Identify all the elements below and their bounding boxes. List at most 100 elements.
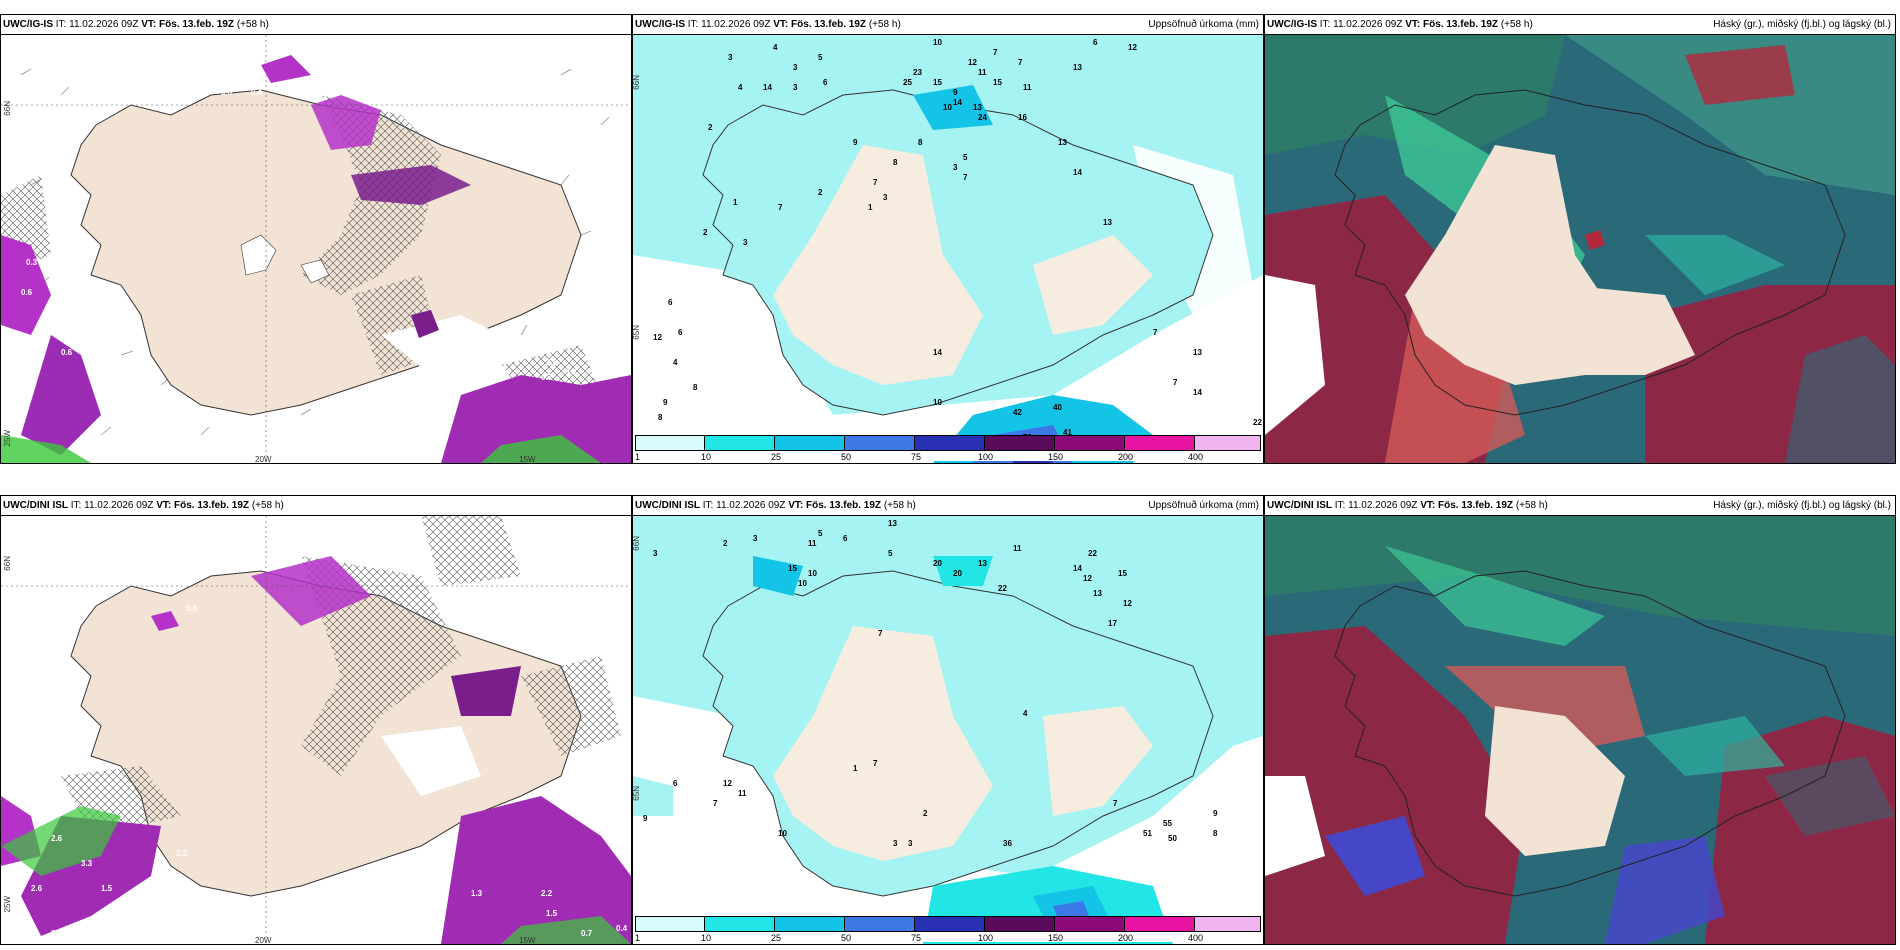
colorbar-label: 75	[911, 933, 921, 943]
wind-value: 1.5	[546, 909, 558, 918]
precip-value: 11	[738, 789, 747, 798]
precip-value: 25	[903, 78, 912, 87]
init-time: 11.02.2026 09Z	[69, 19, 138, 30]
precip-value: 3	[908, 839, 913, 848]
precip-value: 13	[888, 519, 897, 528]
colorbar-label: 10	[701, 933, 711, 943]
wind-value: 3.3	[51, 929, 63, 938]
colorbar-label: 1	[635, 933, 640, 943]
panel-header: UWC/IG-IS IT: 11.02.2026 09Z VT: Fös. 13…	[633, 15, 1263, 35]
model-name: UWC/IG-IS	[635, 19, 685, 30]
wind-value: 1.1	[566, 368, 578, 377]
lon-label: 20W	[255, 936, 271, 945]
precip-value: 3	[883, 193, 888, 202]
precip-value: 7	[1113, 799, 1118, 808]
precip-value: 14	[1193, 388, 1202, 397]
colorbar-label: 25	[771, 933, 781, 943]
panel-wind-top: UWC/IG-IS IT: 11.02.2026 09Z VT: Fös. 13…	[0, 14, 632, 464]
map-wind: 0.50.40.60.40.30.60.42.21.01.90.63.24.12…	[1, 35, 631, 463]
map-wind: 3.30.52.62.33.31.52.61.32.21.50.70.4	[1, 516, 631, 944]
precip-value: 12	[1123, 599, 1132, 608]
precip-value: 7	[713, 799, 718, 808]
panel-clouds-top: UWC/IG-IS IT: 11.02.2026 09Z VT: Fös. 13…	[1264, 14, 1896, 464]
lead-time: (+58 h)	[237, 19, 269, 30]
precip-value: 1	[733, 198, 738, 207]
precip-value: 15	[1118, 569, 1127, 578]
precip-value: 12	[1083, 574, 1092, 583]
colorbar-label: 25	[771, 452, 781, 462]
precip-value: 5	[818, 529, 823, 538]
lat-label: 66N	[632, 536, 641, 551]
precip-value: 9	[953, 88, 958, 97]
precip-value: 11	[978, 68, 987, 77]
it-label: IT:	[1335, 500, 1346, 511]
precip-value: 1	[853, 764, 858, 773]
colorbar-label: 150	[1048, 452, 1063, 462]
precip-value: 13	[978, 559, 987, 568]
map-clouds	[1265, 35, 1895, 463]
precip-value: 3	[793, 63, 798, 72]
panel-precip-top: UWC/IG-IS IT: 11.02.2026 09Z VT: Fös. 13…	[632, 14, 1264, 464]
wind-value: 0.6	[61, 348, 73, 357]
lat-label: 66N	[3, 556, 12, 571]
lead-time: (+58 h)	[884, 500, 916, 511]
precip-value: 9	[663, 398, 668, 407]
precip-value: 13	[1073, 63, 1082, 72]
precip-value: 4	[673, 358, 678, 367]
precip-value: 12	[723, 779, 732, 788]
colorbar-label: 50	[841, 933, 851, 943]
vt-label: VT:	[788, 500, 803, 511]
wind-value: 2.2	[541, 889, 553, 898]
wind-value: 4.1	[531, 348, 543, 357]
wind-value: 2.2	[71, 318, 83, 327]
colorbar-label: 400	[1188, 452, 1203, 462]
wind-value: 3.3	[81, 859, 93, 868]
vt-label: VT:	[156, 500, 171, 511]
precip-value: 8	[693, 383, 698, 392]
field-title: Háský (gr.), miðský (fj.bl.) og lágský (…	[1713, 496, 1891, 516]
precip-value: 10	[798, 579, 807, 588]
model-name: UWC/DINI ISL	[1267, 500, 1332, 511]
vt-label: VT:	[773, 19, 788, 30]
map-precip: 3235613515101011202013221112141322121715…	[633, 516, 1263, 944]
precip-value: 6	[678, 328, 683, 337]
lead-time: (+58 h)	[869, 19, 901, 30]
precip-value: 7	[993, 48, 998, 57]
model-name: UWC/IG-IS	[1267, 19, 1317, 30]
wind-value: 0.4	[251, 88, 263, 97]
precip-value: 14	[953, 98, 962, 107]
precip-value: 7	[873, 178, 878, 187]
precip-value: 14	[763, 83, 772, 92]
precip-value: 7	[1173, 378, 1178, 387]
colorbar-label: 75	[911, 452, 921, 462]
lon-label: 15W	[519, 936, 535, 945]
colorbar-label: 100	[978, 452, 993, 462]
precip-value: 5	[963, 153, 968, 162]
lead-time: (+58 h)	[1501, 19, 1533, 30]
precip-value: 2	[723, 539, 728, 548]
it-label: IT:	[703, 500, 714, 511]
colorbar-label: 150	[1048, 933, 1063, 943]
precip-value: 12	[1128, 43, 1137, 52]
colorbar-label: 1	[635, 452, 640, 462]
lon-label: 25W	[3, 430, 12, 446]
it-label: IT:	[56, 19, 67, 30]
wind-value: 0.7	[581, 929, 593, 938]
it-label: IT:	[688, 19, 699, 30]
panel-header: UWC/DINI ISL IT: 11.02.2026 09Z VT: Fös.…	[633, 496, 1263, 516]
model-name: UWC/IG-IS	[3, 19, 53, 30]
precip-value: 7	[873, 759, 878, 768]
precip-value: 9	[853, 138, 858, 147]
precip-value: 2	[923, 809, 928, 818]
wind-value: 0.4	[616, 924, 628, 933]
init-time: 11.02.2026 09Z	[84, 500, 153, 511]
it-label: IT:	[1320, 19, 1331, 30]
precip-value: 10	[933, 398, 942, 407]
precip-value: 13	[973, 103, 982, 112]
precip-value: 14	[1073, 564, 1082, 573]
wind-value: 1.5	[101, 884, 113, 893]
colorbar-label: 50	[841, 452, 851, 462]
precip-colorbar: 1 10 25 50 75 100 150 200 400	[635, 435, 1261, 461]
lat-label: 65N	[632, 786, 641, 801]
colorbar-label: 100	[978, 933, 993, 943]
